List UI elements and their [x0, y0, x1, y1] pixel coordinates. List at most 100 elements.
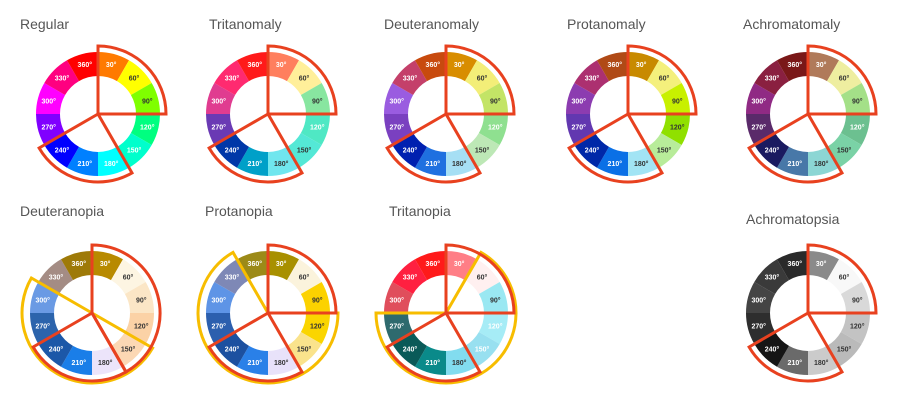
segment-label: 150° — [837, 147, 852, 155]
segment-label: 210° — [426, 160, 441, 168]
segment-label: 330° — [225, 74, 240, 82]
segment-30 — [268, 251, 299, 281]
segment-label: 360° — [426, 61, 441, 69]
segment-120 — [300, 114, 330, 145]
segment-label: 330° — [403, 273, 418, 281]
segment-label: 90° — [142, 97, 153, 105]
red-highlight-outline — [207, 310, 305, 383]
segment-label: 90° — [312, 296, 323, 304]
segment-330 — [392, 60, 427, 95]
segment-120 — [840, 114, 870, 145]
segment-label: 30° — [276, 61, 287, 69]
segment-label: 300° — [571, 97, 586, 105]
wheel-deuteranomaly: 30° 60° 90° 120° 150° 180° 210° 240° 270° 300° 330… — [384, 44, 516, 184]
segment-label: 300° — [389, 97, 404, 105]
segment-210 — [61, 345, 92, 375]
wheel-regular: 30° 60° 90° 120° 150° 180° 210° 240° 270° 300° 330… — [36, 44, 168, 184]
segment-label: 240° — [225, 147, 240, 155]
segment-label: 150° — [297, 346, 312, 354]
segment-label: 330° — [765, 273, 780, 281]
segment-label: 120° — [488, 124, 503, 132]
segment-60 — [117, 60, 152, 95]
segment-label: 180° — [452, 160, 467, 168]
segment-label: 360° — [248, 260, 263, 268]
segment-label: 330° — [403, 74, 418, 82]
segment-90 — [124, 282, 154, 313]
segment-180 — [98, 146, 129, 176]
segment-210 — [777, 146, 808, 176]
segment-label: 180° — [274, 359, 289, 367]
segment-label: 90° — [672, 97, 683, 105]
segment-60 — [827, 60, 862, 95]
segment-label: 300° — [211, 296, 226, 304]
segment-label: 120° — [850, 124, 865, 132]
segment-label: 60° — [123, 273, 134, 281]
red-highlight-outline — [385, 111, 483, 184]
segment-90 — [300, 282, 330, 313]
segment-label: 330° — [765, 74, 780, 82]
segment-label: 30° — [816, 260, 827, 268]
segment-label: 180° — [98, 359, 113, 367]
segment-label: 270° — [41, 124, 56, 132]
segment-label: 30° — [106, 61, 117, 69]
segment-label: 270° — [389, 124, 404, 132]
segment-120 — [124, 313, 154, 344]
segment-300 — [30, 282, 60, 313]
segment-label: 120° — [850, 323, 865, 331]
segment-30 — [98, 52, 129, 82]
segment-180 — [808, 345, 839, 375]
wheel-title-protanomaly: Protanomaly — [567, 16, 646, 32]
segment-label: 270° — [571, 124, 586, 132]
segment-label: 120° — [310, 323, 325, 331]
segment-360 — [61, 251, 92, 281]
red-highlight-outline — [37, 111, 135, 184]
segment-label: 180° — [814, 160, 829, 168]
segment-label: 60° — [659, 74, 670, 82]
segment-label: 60° — [839, 273, 850, 281]
segment-270 — [746, 114, 776, 145]
segment-label: 60° — [477, 74, 488, 82]
wheel-title-regular: Regular — [20, 16, 70, 32]
segment-330 — [392, 259, 427, 294]
segment-360 — [415, 251, 446, 281]
red-highlight-outline — [567, 111, 665, 184]
segment-label: 210° — [608, 160, 623, 168]
segment-330 — [44, 60, 79, 95]
segment-210 — [597, 146, 628, 176]
segment-30 — [446, 251, 477, 281]
segment-label: 120° — [140, 124, 155, 132]
segment-label: 360° — [788, 260, 803, 268]
segment-label: 360° — [426, 260, 441, 268]
segment-label: 210° — [72, 359, 87, 367]
segment-label: 360° — [78, 61, 93, 69]
segment-210 — [67, 146, 98, 176]
segment-180 — [268, 146, 299, 176]
segment-label: 60° — [299, 74, 310, 82]
red-highlight-outline — [207, 111, 305, 184]
segment-360 — [777, 52, 808, 82]
segment-60 — [647, 60, 682, 95]
segment-label: 300° — [751, 296, 766, 304]
segment-label: 240° — [49, 346, 64, 354]
segment-30 — [446, 52, 477, 82]
segment-label: 120° — [134, 323, 149, 331]
segment-label: 150° — [837, 346, 852, 354]
segment-label: 300° — [751, 97, 766, 105]
wheel-tritanomaly: 30° 60° 90° 120° 150° 180° 210° 240° 270° 300° 330… — [206, 44, 338, 184]
yellow-highlight-outline — [374, 250, 518, 385]
segment-90 — [840, 83, 870, 114]
segment-label: 300° — [211, 97, 226, 105]
segment-label: 300° — [35, 296, 50, 304]
segment-210 — [415, 345, 446, 375]
segment-90 — [130, 83, 160, 114]
segment-30 — [92, 251, 123, 281]
segment-label: 180° — [104, 160, 119, 168]
red-highlight-outline — [444, 243, 516, 315]
wheel-title-achromatomaly: Achromatomaly — [743, 16, 841, 32]
segment-300 — [384, 282, 414, 313]
red-highlight-outline — [31, 310, 129, 383]
segment-label: 30° — [276, 260, 287, 268]
segment-30 — [268, 52, 299, 82]
wheel-title-deuteranopia: Deuteranopia — [20, 203, 105, 219]
